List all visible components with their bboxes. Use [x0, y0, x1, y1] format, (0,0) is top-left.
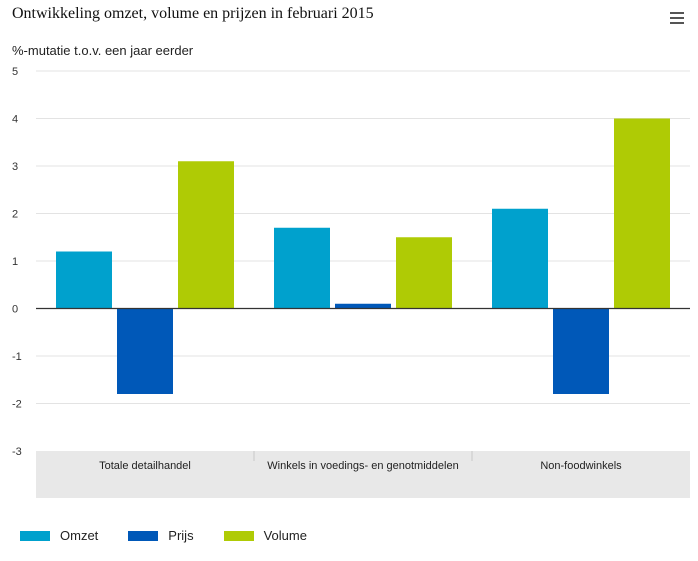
category-label: Winkels in voedings- en genotmiddelen: [267, 460, 458, 472]
bar-omzet: [492, 208, 548, 309]
category-label: Non-foodwinkels: [540, 460, 622, 472]
bar-volume: [614, 118, 670, 309]
bar-prijs: [335, 303, 391, 309]
y-axis-label: %-mutatie t.o.v. een jaar eerder: [12, 43, 194, 58]
bar-volume: [396, 237, 452, 309]
y-tick-label: 0: [12, 304, 18, 316]
category-band: [36, 451, 690, 498]
bar-omzet: [274, 227, 330, 309]
legend-swatch: [20, 530, 50, 541]
y-tick-label: -3: [12, 446, 22, 458]
y-tick-label: -2: [12, 399, 22, 411]
legend-label: Omzet: [60, 528, 99, 543]
legend: Omzet Prijs Volume: [20, 528, 337, 543]
y-tick-label: 3: [12, 161, 18, 173]
y-tick-label: 1: [12, 256, 18, 268]
category-label: Totale detailhandel: [99, 460, 191, 472]
legend-item-volume[interactable]: Volume: [223, 528, 307, 543]
legend-swatch: [223, 530, 254, 541]
bar-omzet: [56, 251, 112, 309]
y-tick-label: 4: [12, 114, 18, 126]
bar-prijs: [117, 308, 173, 394]
bar-prijs: [553, 308, 609, 394]
bar-volume: [178, 161, 234, 309]
y-tick-label: -1: [12, 351, 22, 363]
y-tick-label: 5: [12, 66, 18, 78]
legend-swatch: [128, 530, 159, 541]
y-tick-label: 2: [12, 209, 18, 221]
legend-item-omzet[interactable]: Omzet: [20, 528, 98, 543]
legend-label: Prijs: [168, 528, 194, 543]
hamburger-menu-icon[interactable]: [668, 10, 686, 26]
chart-title: Ontwikkeling omzet, volume en prijzen in…: [12, 5, 374, 22]
legend-item-prijs[interactable]: Prijs: [128, 528, 194, 543]
legend-label: Volume: [263, 528, 307, 543]
